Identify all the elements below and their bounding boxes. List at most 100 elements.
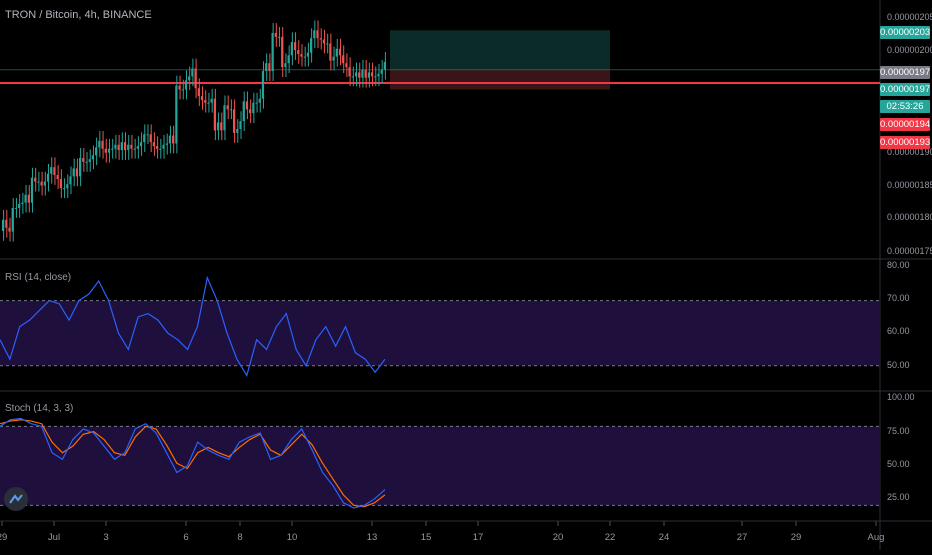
candle (370, 72, 374, 77)
candle (245, 101, 249, 110)
rsi-tick-label: 60.00 (887, 326, 910, 336)
candle (290, 42, 293, 56)
time-axis-label: 6 (183, 532, 188, 543)
candle (149, 134, 152, 143)
candle (181, 89, 184, 91)
rsi-line (0, 275, 386, 377)
price-tick-label: 0.00000205 (887, 12, 932, 22)
rsi-tick-label: 70.00 (887, 293, 910, 303)
candle (242, 101, 245, 122)
candle (348, 67, 351, 77)
candle (342, 55, 345, 64)
candle (130, 144, 133, 149)
candle (175, 85, 178, 144)
candle (114, 144, 117, 149)
candle (133, 148, 136, 150)
candle (156, 146, 159, 149)
price-tag: 0.00000203 (880, 26, 931, 39)
candle (233, 109, 236, 133)
price-tick-label: 0.00000200 (887, 45, 932, 55)
candle (277, 36, 281, 38)
candle (5, 219, 8, 228)
candle (117, 144, 120, 151)
candle (261, 71, 265, 99)
time-axis-label: Aug (868, 532, 885, 543)
price-tick-label: 0.00000175 (887, 246, 932, 256)
stoch-tick-label: 75.00 (887, 426, 910, 436)
candle (168, 135, 172, 144)
time-axis-label: 8 (237, 532, 242, 543)
candle (377, 73, 380, 77)
candle (46, 173, 50, 182)
candle (27, 194, 30, 203)
candle (239, 121, 242, 129)
stoch-label: Stoch (14, 3, 3) (5, 403, 74, 414)
rsi-tick-label: 50.00 (887, 360, 910, 370)
candle (293, 42, 297, 51)
time-axis-label: 13 (367, 532, 378, 543)
candle (383, 61, 386, 70)
candle (303, 56, 306, 58)
candle (111, 148, 114, 150)
candle (178, 85, 181, 90)
price-tag: 0.00000197 (880, 66, 931, 79)
candle (79, 157, 82, 177)
time-axis-label: Jul (48, 532, 60, 543)
candle (88, 159, 91, 162)
rsi-label: RSI (14, close) (5, 272, 72, 283)
candle (271, 32, 274, 72)
candle (367, 72, 370, 78)
candle (30, 177, 34, 203)
candle (252, 102, 255, 114)
candle (194, 68, 197, 89)
position-stop-zone (390, 69, 610, 90)
candle (123, 142, 127, 151)
candle (107, 148, 111, 153)
candle (66, 184, 69, 189)
candle (207, 102, 210, 104)
candle (316, 30, 319, 39)
time-axis-label: 20 (553, 532, 564, 543)
candle (18, 204, 21, 208)
price-tag: 0.00000194 (880, 118, 931, 131)
candle (152, 142, 155, 147)
price-tag: 0.00000197 (880, 83, 931, 96)
price-tag: 0.00000193 (880, 136, 931, 149)
time-axis-label: 17 (473, 532, 484, 543)
candle (8, 227, 11, 232)
candle (40, 181, 43, 186)
candle (21, 202, 24, 204)
candle (98, 140, 101, 148)
candle (62, 188, 66, 190)
price-tick-label: 0.00000180 (887, 212, 932, 222)
candle (332, 56, 335, 61)
time-axis-label: 3 (103, 532, 108, 543)
candle (146, 134, 149, 136)
candle (53, 167, 56, 176)
candle (37, 181, 40, 183)
app-logo-icon[interactable] (4, 487, 28, 511)
time-axis-label: 10 (287, 532, 298, 543)
time-axis-label: 29 (791, 532, 802, 543)
candle (2, 219, 5, 231)
candle (338, 48, 342, 56)
candle (120, 142, 123, 151)
candle (85, 161, 88, 163)
price-tick-label: 0.00000190 (887, 147, 932, 157)
time-axis-label: 29 (0, 532, 7, 543)
candle (220, 122, 223, 131)
candle (335, 48, 338, 57)
candle (24, 194, 27, 203)
candle (50, 167, 53, 174)
candle (162, 144, 165, 149)
candle (313, 30, 316, 39)
candle (188, 76, 191, 81)
candle (104, 148, 107, 153)
candle (229, 109, 232, 111)
candle (255, 102, 258, 104)
candle (329, 43, 332, 61)
price-tag: 02:53:26 (880, 100, 930, 113)
candle (249, 109, 252, 114)
stoch-band (0, 426, 880, 506)
